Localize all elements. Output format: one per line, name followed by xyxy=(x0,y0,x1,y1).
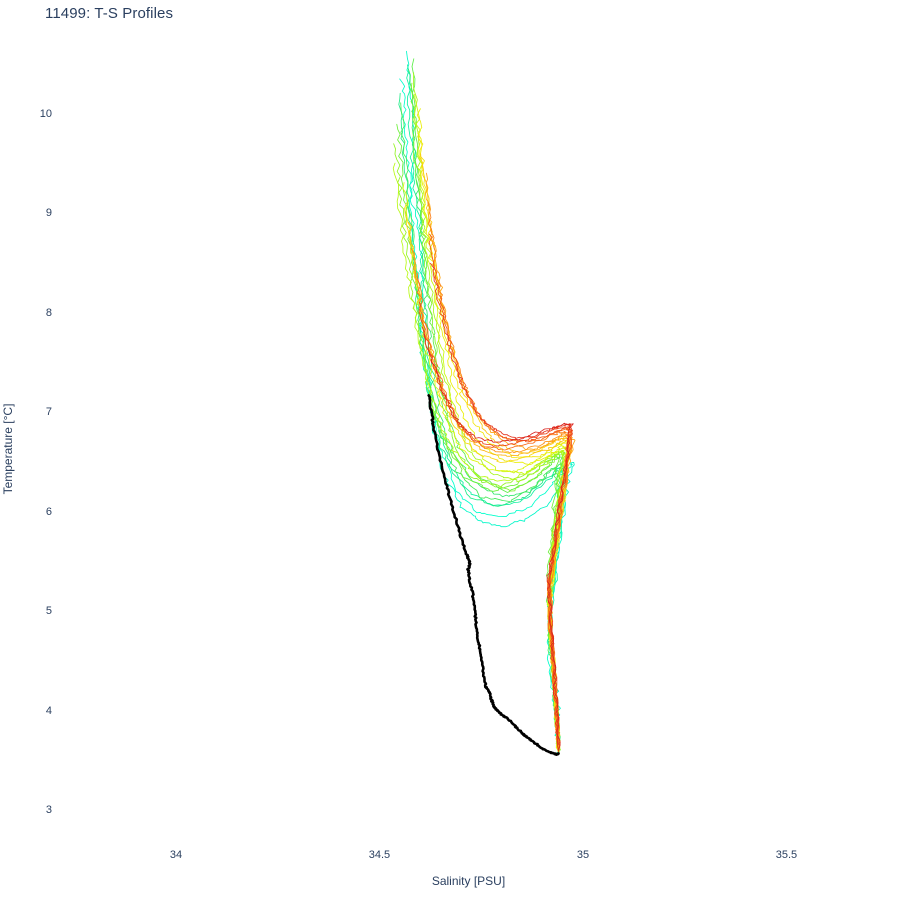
page-title: 11499: T-S Profiles xyxy=(45,5,174,22)
profile-line xyxy=(392,162,565,747)
y-axis-label: Temperature [°C] xyxy=(1,403,15,495)
y-tick-label: 3 xyxy=(45,804,52,817)
y-tick-label: 4 xyxy=(45,704,52,717)
y-tick-label: 10 xyxy=(39,107,52,120)
y-axis-ticks: 3 4 5 6 7 8 9 10 xyxy=(0,0,52,900)
x-tick-label: 35.5 xyxy=(775,849,798,861)
x-tick-label: 34 xyxy=(169,849,183,861)
x-tick-label: 34.5 xyxy=(368,849,391,861)
profile-line xyxy=(430,262,573,752)
y-tick-label: 9 xyxy=(45,207,52,220)
y-tick-label: 6 xyxy=(45,505,52,518)
profile-line xyxy=(402,182,569,751)
profile-line-latest xyxy=(427,394,560,756)
y-tick-label: 5 xyxy=(45,605,52,618)
profile-line xyxy=(406,64,566,746)
profile-line xyxy=(411,58,563,751)
profile-line xyxy=(425,172,576,752)
x-axis-label: Salinity [PSU] xyxy=(431,874,506,888)
y-tick-label: 8 xyxy=(45,306,52,319)
profile-line xyxy=(421,326,574,751)
x-tick-label: 35 xyxy=(576,849,590,861)
y-tick-label: 7 xyxy=(45,406,52,419)
